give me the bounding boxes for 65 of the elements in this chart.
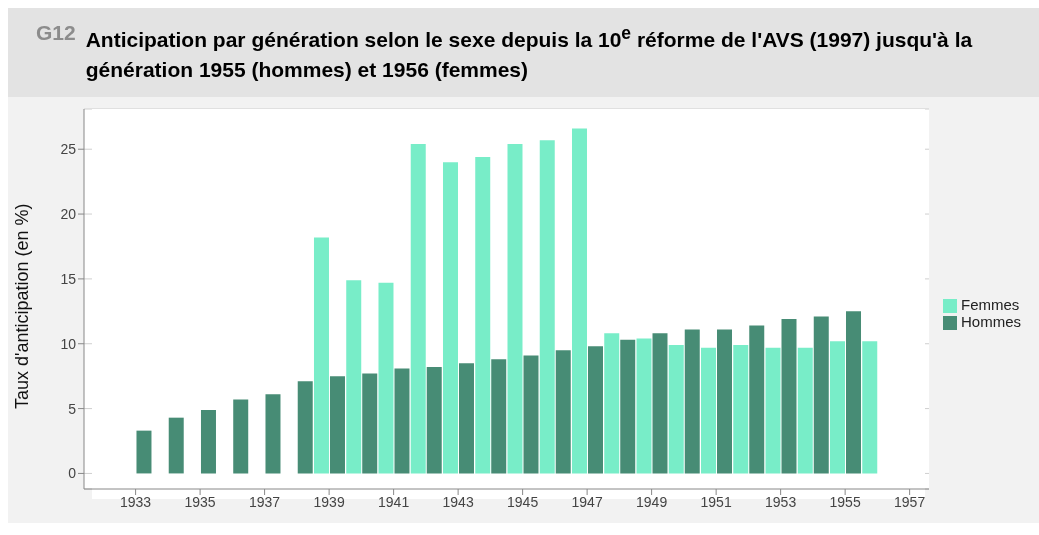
bar [717,329,732,474]
x-tick-label: 1947 [571,493,603,510]
y-tick-label: 0 [68,465,77,482]
y-tick-label: 10 [60,335,77,352]
bar [362,373,378,474]
bar [830,341,846,474]
bar [426,367,442,474]
x-tick-label: 1957 [894,493,926,510]
bar [491,359,507,474]
bar [604,333,620,474]
bar [862,341,878,474]
bar [701,347,716,474]
y-tick-label: 25 [60,141,77,158]
bar [313,237,329,474]
bar [378,282,394,474]
bar [620,339,636,474]
bar [346,280,362,474]
chart-title: Anticipation par génération selon le sexe depuis la 10$^{e}$ réforme de l'AVS (1997) jusqu'à la génération 1955 (hommes) et 1956 (femmes) [85,23,973,81]
bar [136,430,152,474]
bar [749,325,765,474]
bar [733,345,749,474]
bar [797,347,813,474]
bar [846,311,862,474]
y-tick-label: 15 [60,270,77,287]
bar [394,368,410,474]
bar [410,144,426,474]
x-tick-label: 1941 [378,493,410,510]
x-tick-label: 1949 [636,493,668,510]
bar [539,140,555,474]
bar [233,399,249,474]
bar [523,355,539,474]
bar [168,417,184,474]
bar [442,162,458,474]
bar [329,376,345,474]
bar [765,347,781,474]
bar [636,338,652,474]
bar [507,144,523,474]
bar [781,319,797,474]
bar [668,345,684,474]
x-tick-label: 1933 [120,493,152,510]
bar [458,363,474,474]
x-tick-label: 1943 [442,493,474,510]
legend-label: Hommes [960,313,1021,330]
bar [571,128,587,474]
y-tick-label: 20 [60,206,77,223]
y-axis-title: Taux d'anticipation (en %) [12,203,33,409]
bar [555,350,571,474]
bar [200,409,216,474]
x-tick-label: 1937 [249,493,281,510]
bar [265,394,281,474]
bar [652,333,668,474]
text: G12 [36,20,76,46]
bar [813,316,829,474]
x-tick-label: 1939 [313,493,345,510]
y-tick-label: 5 [68,400,77,417]
bar [475,156,491,474]
x-tick-label: 1945 [507,493,539,510]
bar [587,346,603,474]
bar [684,329,700,474]
legend-label: Femmes [960,295,1020,313]
bar [297,381,313,474]
x-tick-label: 1951 [700,493,732,510]
x-tick-label: 1935 [184,493,216,510]
x-tick-label: 1953 [765,493,797,510]
x-tick-label: 1955 [829,493,861,510]
